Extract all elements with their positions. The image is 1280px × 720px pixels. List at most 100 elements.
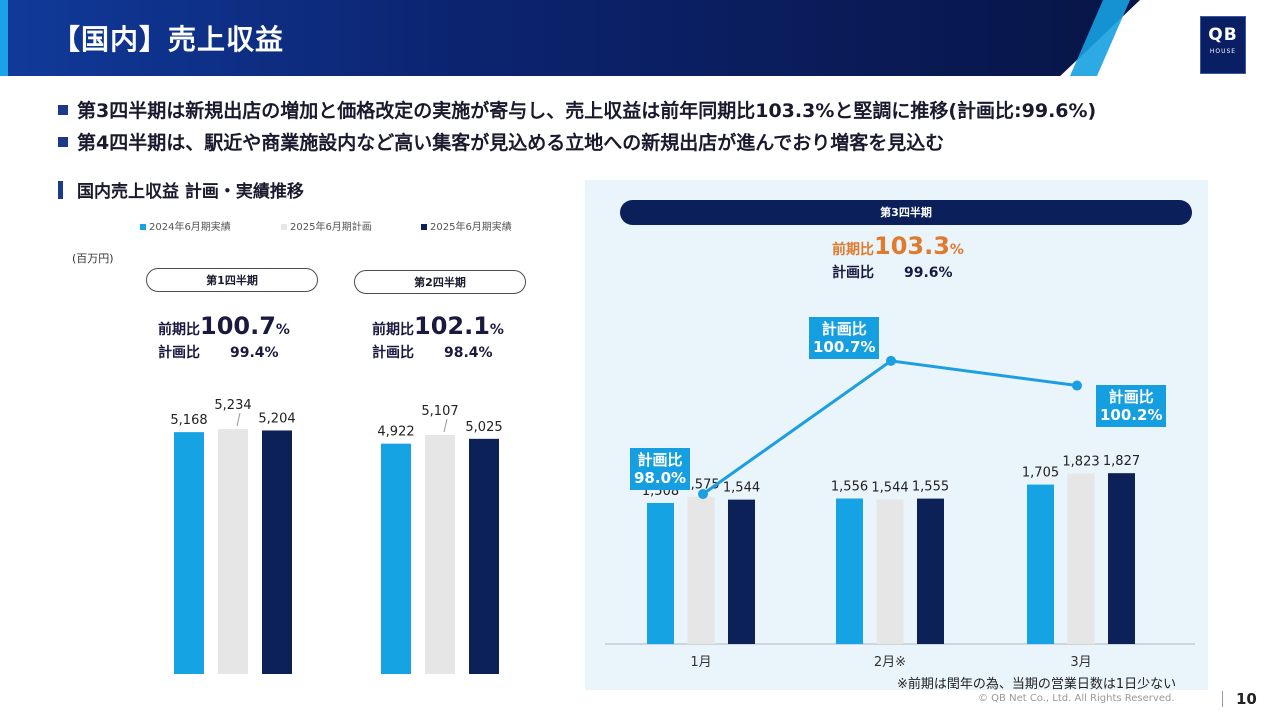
header-bar	[0, 0, 1280, 76]
plan-ratio-point	[698, 489, 708, 499]
legend-label: 2024年6月期実績	[149, 222, 231, 233]
section-bar-icon	[58, 181, 63, 199]
plan-ratio-point	[886, 355, 896, 366]
plan-ratio-box-jan: 計画比 98.0%	[630, 448, 691, 490]
prev-ratio-unit: %	[275, 322, 290, 338]
legend-swatch	[421, 224, 427, 230]
plan-ratio-value: 98.4%	[444, 345, 493, 361]
bar-value-label: 5,025	[465, 420, 502, 435]
header-accent	[0, 0, 8, 76]
plan-box-value: 100.7%	[813, 338, 876, 356]
bar-value-label: 1,705	[1022, 466, 1059, 481]
bar-q1-series-2	[218, 429, 248, 674]
header-band	[0, 0, 1140, 76]
prev-ratio-unit: %	[949, 242, 964, 258]
plan-ratio-box-mar: 計画比 100.2%	[1096, 385, 1167, 427]
section-title: 国内売上収益 計画・実績推移	[58, 177, 304, 202]
bar-3月-series-3	[1108, 473, 1135, 644]
bar-value-label: 5,234	[214, 398, 251, 413]
page-title: 【国内】売上収益	[52, 23, 285, 56]
unit-label: (百万円)	[72, 252, 114, 265]
q1-prev-ratio: 前期比100.7%	[158, 312, 290, 340]
x-tick-label: 1月	[690, 655, 711, 670]
prev-ratio-unit: %	[489, 322, 504, 338]
bar-value-label: 1,823	[1062, 455, 1099, 470]
q3-plan-ratio: 計画比 99.6%	[832, 262, 953, 282]
x-tick-label: 3月	[1070, 655, 1091, 670]
bar-1月-series-3	[728, 499, 755, 644]
bar-value-label: 1,544	[871, 481, 908, 496]
bar-value-label: 1,827	[1103, 454, 1140, 469]
plan-box-label: 計画比	[821, 320, 867, 338]
bar-1月-series-1	[647, 503, 674, 644]
bar-q2-series-3	[469, 438, 499, 674]
legend-swatch	[281, 224, 287, 230]
legend-label: 2025年6月期実績	[430, 222, 512, 233]
bar-value-label: 1,556	[831, 480, 868, 495]
page-number: 10	[1236, 690, 1257, 708]
logo-subtext: HOUSE	[1209, 48, 1237, 55]
plan-box-label: 計画比	[1108, 388, 1154, 406]
bullet-square-icon	[58, 136, 68, 147]
qb-house-logo: QB HOUSE	[1200, 16, 1246, 74]
label-leader-line	[236, 412, 241, 427]
prev-ratio-label: 前期比	[158, 322, 200, 338]
bar-1月-series-2	[687, 496, 715, 644]
plan-ratio-value: 99.4%	[230, 345, 279, 361]
bar-value-label: 5,204	[258, 411, 295, 426]
q1-plan-ratio: 計画比 99.4%	[158, 342, 279, 362]
prev-ratio-label: 前期比	[372, 322, 414, 338]
plan-ratio-line	[702, 359, 1078, 496]
prev-ratio-label: 前期比	[832, 242, 874, 258]
bar-q1-series-1	[174, 432, 204, 674]
bar-2月※-series-2	[876, 499, 904, 644]
footnote: ※前期は閏年の為、当期の営業日数は1日少ない	[897, 677, 1177, 692]
bar-2月※-series-3	[917, 498, 944, 644]
prev-ratio-value: 100.7	[200, 312, 276, 340]
bar-value-label: 5,107	[421, 404, 458, 419]
bullet-text: 第4四半期は、駅近や商業施設内など高い集客が見込める立地への新規出店が進んでおり…	[77, 132, 945, 154]
plan-box-value: 100.2%	[1100, 406, 1163, 424]
bar-q2-series-2	[425, 434, 455, 674]
legend-item-actual: 2025年6月期実績	[421, 218, 512, 233]
bar-3月-series-1	[1027, 484, 1054, 644]
x-tick-label: 2月※	[874, 655, 906, 670]
q3-prev-ratio: 前期比103.3%	[832, 232, 964, 260]
prev-ratio-value: 102.1	[414, 312, 490, 340]
bullet-1: 第3四半期は新規出店の増加と価格改定の実施が寄与し、売上収益は前年同期比103.…	[58, 96, 1096, 123]
plan-ratio-box-feb: 計画比 100.7%	[809, 317, 880, 359]
bar-3月-series-2	[1067, 473, 1095, 644]
bar-value-label: 4,922	[377, 425, 414, 440]
plan-ratio-label: 計画比	[372, 345, 414, 361]
bar-value-label: 1,555	[912, 480, 949, 495]
legend-swatch	[140, 224, 146, 230]
prev-ratio-value: 103.3	[874, 232, 950, 260]
bar-q1-series-3	[262, 430, 292, 674]
plan-ratio-label: 計画比	[158, 345, 200, 361]
plan-ratio-point	[1072, 380, 1082, 391]
logo-text: QB	[1208, 25, 1238, 45]
bar-q2-series-1	[381, 443, 411, 674]
legend-label: 2025年6月期計画	[290, 222, 372, 233]
plan-ratio-label: 計画比	[832, 265, 874, 281]
plan-box-label: 計画比	[637, 451, 683, 469]
q1-pill: 第1四半期	[146, 268, 318, 292]
bar-value-label: 5,168	[170, 413, 207, 428]
bar-value-label: 1,544	[723, 481, 760, 496]
bullet-2: 第4四半期は、駅近や商業施設内など高い集客が見込める立地への新規出店が進んでおり…	[58, 128, 944, 155]
label-leader-line	[443, 418, 448, 433]
section-title-text: 国内売上収益 計画・実績推移	[77, 182, 304, 202]
bullet-text: 第3四半期は新規出店の増加と価格改定の実施が寄与し、売上収益は前年同期比103.…	[77, 100, 1097, 122]
copyright: © QB Net Co., Ltd. All Rights Reserved.	[978, 693, 1175, 704]
plan-box-value: 98.0%	[634, 469, 687, 487]
page-separator	[1222, 691, 1223, 707]
q2-prev-ratio: 前期比102.1%	[372, 312, 504, 340]
bar-2月※-series-1	[836, 498, 863, 644]
bullet-square-icon	[58, 104, 68, 115]
legend-item-plan: 2025年6月期計画	[281, 218, 372, 233]
legend-item-prior: 2024年6月期実績	[140, 218, 231, 233]
q3-pill: 第3四半期	[620, 200, 1192, 225]
q2-pill: 第2四半期	[354, 270, 526, 294]
q2-plan-ratio: 計画比 98.4%	[372, 342, 493, 362]
